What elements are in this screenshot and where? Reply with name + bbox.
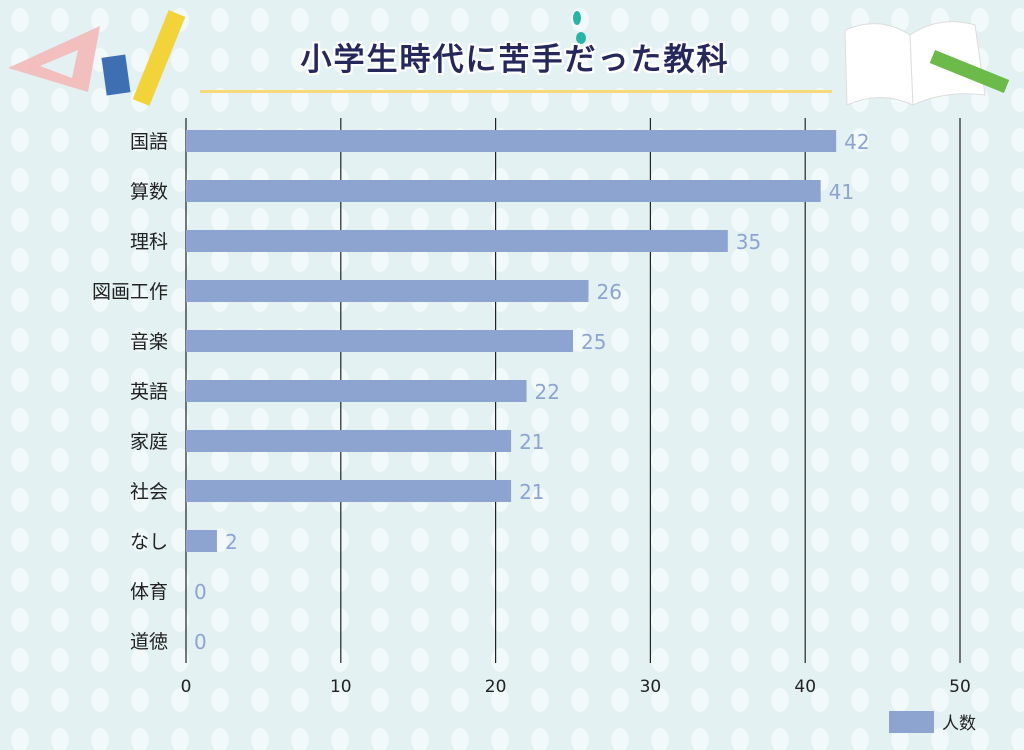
x-tick-label: 0 [181, 677, 192, 697]
chart-title: 小学生時代に苦手だった教科 [300, 42, 730, 78]
data-label: 26 [596, 280, 621, 304]
category-label: 家庭 [130, 431, 168, 453]
data-label: 0 [194, 580, 207, 604]
legend: 人数 [889, 709, 976, 734]
x-tick-label: 40 [794, 677, 816, 697]
bar [186, 480, 512, 502]
category-label: 体育 [130, 581, 168, 603]
category-label: 図画工作 [92, 281, 168, 303]
bar [186, 180, 821, 202]
bar [186, 130, 837, 152]
category-label: 算数 [130, 181, 168, 203]
category-label: 道徳 [130, 631, 168, 653]
bar [186, 330, 573, 352]
legend-swatch [889, 710, 934, 733]
data-label: 21 [519, 430, 544, 454]
category-label: 音楽 [130, 331, 168, 353]
category-label: 国語 [130, 131, 168, 153]
x-tick-label: 10 [330, 677, 352, 697]
data-label: 42 [844, 130, 869, 154]
bar [186, 380, 527, 402]
category-label: なし [130, 531, 168, 553]
data-label: 21 [519, 480, 544, 504]
data-label: 2 [225, 530, 238, 554]
category-label: 理科 [130, 231, 168, 253]
bar [186, 530, 217, 552]
data-label: 41 [829, 180, 854, 204]
x-tick-label: 50 [949, 677, 971, 697]
data-label: 0 [194, 630, 207, 654]
bar [186, 230, 728, 252]
bar [186, 430, 512, 452]
category-label: 社会 [130, 481, 168, 503]
x-tick-label: 20 [485, 677, 507, 697]
data-label: 35 [736, 230, 761, 254]
legend-label: 人数 [942, 714, 976, 734]
data-label: 22 [535, 380, 560, 404]
x-tick-label: 30 [640, 677, 662, 697]
bar [186, 280, 589, 302]
title-underline [200, 90, 832, 93]
category-label: 英語 [130, 381, 168, 403]
data-label: 25 [581, 330, 606, 354]
